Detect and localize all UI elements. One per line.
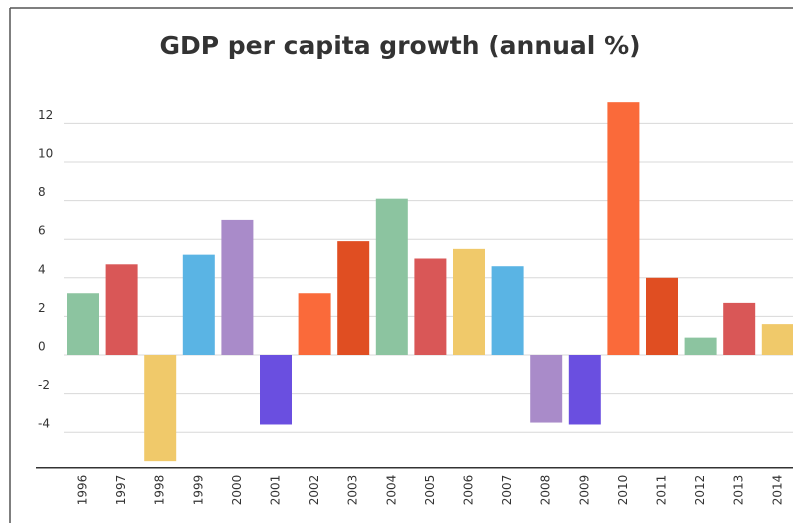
x-tick-label: 2013 — [732, 475, 746, 506]
x-tick-label: 2009 — [577, 475, 591, 506]
x-tick-label: 2008 — [539, 475, 553, 506]
x-tick-label: 2010 — [616, 475, 630, 506]
y-tick-label: -2 — [38, 378, 50, 392]
x-tick-label: 2002 — [307, 475, 321, 506]
x-tick-label: 2005 — [423, 475, 437, 506]
bar — [646, 277, 678, 355]
bar — [298, 293, 331, 355]
bar — [144, 355, 177, 462]
bar — [723, 302, 756, 355]
x-tick-label: 1996 — [76, 475, 90, 506]
y-tick-label: 12 — [38, 108, 53, 122]
bar — [568, 355, 601, 425]
bar — [684, 337, 717, 355]
bar — [761, 324, 793, 355]
y-tick-label: -4 — [38, 417, 50, 431]
bar — [491, 266, 524, 355]
bar — [105, 264, 138, 355]
bar — [414, 258, 447, 355]
bar — [607, 102, 640, 355]
bar — [67, 293, 99, 355]
x-tick-label: 2004 — [384, 475, 398, 506]
bar — [530, 355, 563, 423]
x-tick-label: 2007 — [500, 475, 514, 506]
x-tick-label: 1999 — [191, 475, 205, 506]
y-tick-label: 4 — [38, 262, 46, 276]
bar — [182, 254, 215, 355]
bar — [260, 355, 292, 425]
x-tick-label: 2014 — [770, 475, 784, 506]
bar — [337, 241, 370, 355]
y-tick-label: 0 — [38, 340, 46, 354]
x-tick-label: 2000 — [230, 475, 244, 506]
x-tick-label: 2003 — [346, 475, 360, 506]
bar — [375, 198, 408, 355]
y-tick-label: 8 — [38, 185, 46, 199]
x-tick-label: 1998 — [153, 475, 167, 506]
bar — [221, 219, 254, 355]
y-tick-label: 6 — [38, 224, 46, 238]
x-tick-label: 1997 — [114, 475, 128, 506]
x-tick-label: 2012 — [693, 475, 707, 506]
x-tick-label: 2001 — [269, 475, 283, 506]
chart-title: GDP per capita growth (annual %) — [159, 31, 640, 60]
x-tick-label: 2011 — [655, 475, 669, 506]
y-tick-label: 2 — [38, 301, 46, 315]
y-tick-label: 10 — [38, 147, 53, 161]
x-tick-label: 2006 — [462, 475, 476, 506]
bar — [453, 248, 485, 355]
